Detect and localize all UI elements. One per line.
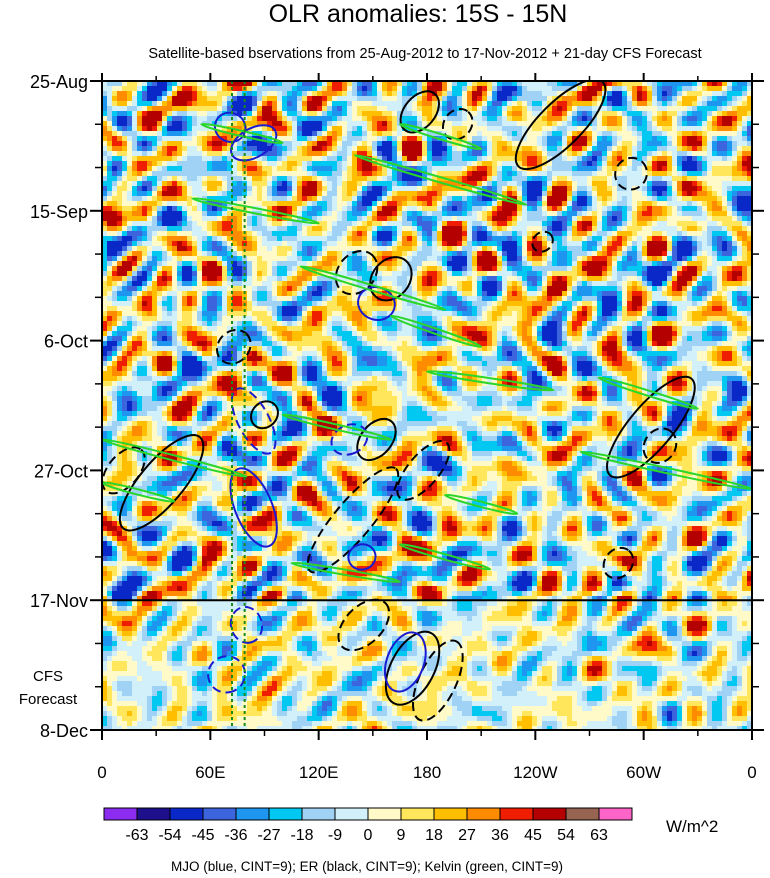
colorbar-label-9: 18 bbox=[425, 827, 443, 844]
kelvin-contour-1 bbox=[353, 154, 528, 206]
er-contour-13 bbox=[396, 440, 451, 501]
er-contour-12 bbox=[306, 466, 400, 574]
colorbar-swatch-15 bbox=[598, 807, 633, 821]
colorbar-label-2: -45 bbox=[191, 827, 214, 844]
kelvin-contour-14 bbox=[191, 197, 320, 225]
legend-caption: MJO (blue, CINT=9); ER (black, CINT=9); … bbox=[171, 859, 563, 874]
colorbar-label-5: -18 bbox=[290, 827, 313, 844]
colorbar-label-0: -63 bbox=[125, 827, 148, 844]
colorbar-swatch-14 bbox=[565, 807, 600, 821]
forecast-label-line-1: Forecast bbox=[19, 691, 78, 708]
er-contour-6 bbox=[514, 81, 607, 171]
colorbar: -63 -54 -45 -36 -27 -18 -9 0 9 18 27 36 45 54 63 bbox=[103, 807, 633, 844]
colorbar-swatch-5 bbox=[268, 807, 303, 821]
y-tick-label-3: 27-Oct bbox=[34, 461, 88, 481]
colorbar-swatch-6 bbox=[301, 807, 336, 821]
chart-subtitle: Satellite-based bservations from 25-Aug-… bbox=[148, 46, 701, 62]
kelvin-contour-4 bbox=[425, 370, 555, 392]
mjo-contour-0 bbox=[213, 111, 247, 143]
x-tick-label-2: 120E bbox=[299, 763, 339, 782]
colorbar-swatch-0 bbox=[103, 807, 138, 821]
mjo-contour-8 bbox=[207, 655, 247, 694]
forecast-label: CFS Forecast bbox=[19, 668, 78, 708]
colorbar-swatch-10 bbox=[433, 807, 468, 821]
er-contour-1 bbox=[102, 446, 146, 495]
kelvin-contour-2 bbox=[398, 123, 483, 151]
colorbar-label-14: 63 bbox=[590, 827, 608, 844]
olr-anomaly-field bbox=[102, 81, 752, 730]
colorbar-units: W/m^2 bbox=[666, 817, 718, 836]
er-contour-9 bbox=[369, 256, 413, 302]
er-contour-0 bbox=[118, 434, 205, 532]
er-contour-2 bbox=[216, 328, 252, 365]
colorbar-label-10: 27 bbox=[458, 827, 476, 844]
x-tick-label-5: 60W bbox=[626, 763, 661, 782]
er-contour-15 bbox=[384, 630, 441, 706]
er-contour-14 bbox=[337, 598, 391, 652]
plot-area bbox=[102, 81, 752, 730]
colorbar-label-4: -27 bbox=[257, 827, 280, 844]
mjo-contour-2 bbox=[230, 387, 277, 455]
colorbar-swatch-9 bbox=[400, 807, 435, 821]
mjo-contour-9 bbox=[229, 606, 264, 644]
colorbar-swatch-4 bbox=[235, 807, 270, 821]
er-contour-17 bbox=[606, 375, 696, 479]
colorbar-label-11: 36 bbox=[491, 827, 509, 844]
axes: 0 60E 120E 180 120W 60W 0 25-Aug 15-Sep 6-Oct 27-O… bbox=[30, 72, 764, 782]
er-contour-3 bbox=[250, 400, 279, 430]
colorbar-label-8: 9 bbox=[397, 827, 406, 844]
kelvin-contour-10 bbox=[299, 265, 447, 311]
kelvin-contour-13 bbox=[290, 561, 401, 584]
er-contour-8 bbox=[531, 230, 554, 253]
forecast-label-line-0: CFS bbox=[33, 668, 63, 685]
colorbar-label-12: 45 bbox=[524, 827, 542, 844]
chart-title: OLR anomalies: 15S - 15N bbox=[269, 0, 568, 28]
colorbar-swatch-8 bbox=[367, 807, 402, 821]
colorbar-label-1: -54 bbox=[158, 827, 181, 844]
kelvin-contour-11 bbox=[398, 543, 492, 571]
er-contour-4 bbox=[399, 90, 440, 134]
kelvin-contour-5 bbox=[597, 376, 699, 410]
colorbar-label-13: 54 bbox=[557, 827, 575, 844]
mjo-contour-3 bbox=[229, 467, 278, 548]
colorbar-swatch-7 bbox=[334, 807, 369, 821]
kelvin-contour-0 bbox=[200, 122, 284, 145]
er-contour-16 bbox=[411, 639, 464, 722]
x-tick-label-1: 60E bbox=[195, 763, 225, 782]
colorbar-label-6: -9 bbox=[328, 827, 342, 844]
y-tick-label-0: 25-Aug bbox=[30, 72, 88, 92]
colorbar-swatch-2 bbox=[169, 807, 204, 821]
mjo-contour-7 bbox=[383, 631, 427, 693]
x-tick-label-6: 0 bbox=[747, 763, 756, 782]
colorbar-swatch-12 bbox=[499, 807, 534, 821]
colorbar-label-7: 0 bbox=[364, 827, 373, 844]
x-tick-label-0: 0 bbox=[97, 763, 106, 782]
x-tick-label-4: 120W bbox=[513, 763, 557, 782]
y-tick-label-4: 17-Nov bbox=[30, 591, 88, 611]
kelvin-contour-6 bbox=[281, 413, 392, 441]
x-tick-label-3: 180 bbox=[413, 763, 441, 782]
er-contour-18 bbox=[642, 427, 678, 464]
colorbar-swatch-11 bbox=[466, 807, 501, 821]
wave-contours bbox=[102, 81, 752, 730]
kelvin-contour-3 bbox=[389, 314, 483, 348]
colorbar-swatch-1 bbox=[136, 807, 171, 821]
colorbar-label-3: -36 bbox=[224, 827, 247, 844]
er-contour-19 bbox=[602, 546, 635, 580]
kelvin-contour-12 bbox=[444, 493, 519, 516]
er-contour-7 bbox=[614, 156, 648, 191]
colorbar-swatch-13 bbox=[532, 807, 567, 821]
y-tick-label-2: 6-Oct bbox=[44, 332, 88, 352]
y-tick-label-5: 8-Dec bbox=[40, 721, 88, 741]
y-tick-label-1: 15-Sep bbox=[30, 202, 88, 222]
mjo-contour-6 bbox=[347, 543, 377, 571]
colorbar-swatch-3 bbox=[202, 807, 237, 821]
